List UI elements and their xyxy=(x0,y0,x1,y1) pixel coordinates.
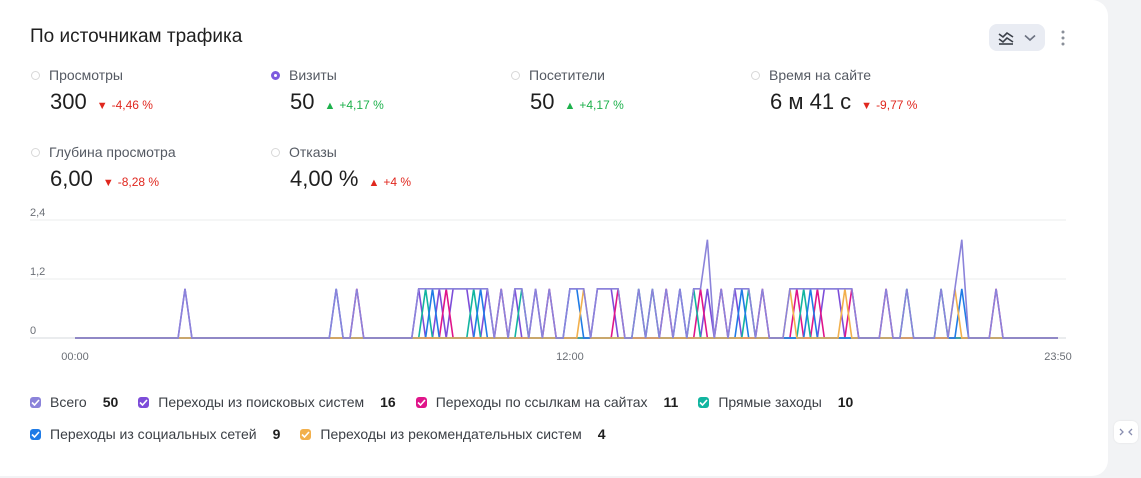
metric-value: 6,00 xyxy=(50,166,93,191)
more-vertical-icon[interactable] xyxy=(1054,24,1072,51)
metric-value: 4,00 % xyxy=(290,166,359,191)
traffic-line-chart: 2,4 1,2 0 00:00 12:00 23:50 xyxy=(30,207,1072,363)
x-tick-label: 12:00 xyxy=(556,351,584,363)
legend-label: Переходы из рекомендательных систем xyxy=(320,426,582,442)
legend-count: 4 xyxy=(597,426,606,442)
checkbox-checked-icon[interactable] xyxy=(415,396,427,408)
metric-pageviews[interactable]: Просмотры 300 ▼ -4,46 % xyxy=(31,66,153,115)
arrow-down-icon: ▼ xyxy=(861,100,873,112)
chevron-down-icon[interactable] xyxy=(1019,24,1041,51)
checkbox-checked-icon[interactable] xyxy=(30,428,41,440)
legend-item-search[interactable]: Переходы из поисковых систем 16 xyxy=(138,394,396,410)
chart-type-selector[interactable] xyxy=(989,24,1045,51)
x-tick-label: 23:50 xyxy=(1044,351,1072,363)
legend-item-links[interactable]: Переходы по ссылкам на сайтах 11 xyxy=(415,394,679,410)
x-tick-label: 00:00 xyxy=(61,351,89,363)
legend-label: Переходы из социальных сетей xyxy=(50,426,257,442)
traffic-sources-card: По источникам трафика Просмотры 300 ▼ -4,4… xyxy=(0,0,1108,476)
legend-item-recommendation[interactable]: Переходы из рекомендательных систем 4 xyxy=(300,426,606,442)
legend-item-direct[interactable]: Прямые заходы 10 xyxy=(698,394,853,410)
legend-label: Переходы из поисковых систем xyxy=(158,394,365,410)
metric-time-on-site[interactable]: Время на сайте 6 м 41 с ▼ -9,77 % xyxy=(751,66,917,115)
radio-icon[interactable] xyxy=(31,147,40,157)
collapse-arrows-icon[interactable] xyxy=(1114,421,1138,443)
radio-icon[interactable] xyxy=(271,147,280,157)
metric-value: 50 xyxy=(530,89,555,114)
legend-count: 50 xyxy=(102,394,119,410)
legend-count: 16 xyxy=(380,394,396,410)
radio-icon[interactable] xyxy=(751,70,760,80)
metric-delta: ▲ +4 % xyxy=(368,175,412,189)
legend-row-1: Всего 50 Переходы из поисковых систем 16… xyxy=(30,394,873,410)
y-tick-label: 0 xyxy=(30,325,36,337)
legend-item-social[interactable]: Переходы из социальных сетей 9 xyxy=(30,426,280,442)
metric-delta: ▲ +4,17 % xyxy=(324,98,384,112)
metric-label: Визиты xyxy=(289,67,337,83)
metric-delta: ▼ -9,77 % xyxy=(861,98,918,112)
metric-page-depth[interactable]: Глубина просмотра 6,00 ▼ -8,28 % xyxy=(31,143,176,192)
traffic-chart: 2,4 1,2 0 00:00 12:00 23:50 xyxy=(0,205,1100,375)
legend-label: Всего xyxy=(50,394,87,410)
metric-value: 300 xyxy=(50,89,87,114)
legend-count: 10 xyxy=(837,394,854,410)
checkbox-checked-icon[interactable] xyxy=(698,396,710,408)
legend-label: Прямые заходы xyxy=(718,394,822,410)
arrow-down-icon: ▼ xyxy=(96,100,108,112)
checkbox-checked-icon[interactable] xyxy=(30,396,41,408)
metric-delta: ▲ +4,17 % xyxy=(564,98,624,112)
metric-label: Глубина просмотра xyxy=(49,144,176,160)
card-title: По источникам трафика xyxy=(30,26,243,47)
legend-label: Переходы по ссылкам на сайтах xyxy=(435,394,648,410)
y-tick-label: 1,2 xyxy=(30,266,45,278)
radio-selected-icon[interactable] xyxy=(271,70,280,80)
legend-row-2: Переходы из социальных сетей 9 Переходы … xyxy=(30,426,626,442)
radio-icon[interactable] xyxy=(31,70,40,80)
legend-count: 9 xyxy=(272,426,281,442)
checkbox-checked-icon[interactable] xyxy=(138,396,150,408)
metric-value: 6 м 41 с xyxy=(770,89,852,114)
metric-label: Посетители xyxy=(529,67,605,83)
metric-delta: ▼ -8,28 % xyxy=(102,175,160,189)
arrow-up-icon: ▲ xyxy=(324,100,336,112)
arrow-up-icon: ▲ xyxy=(368,177,380,189)
arrow-down-icon: ▼ xyxy=(102,177,114,189)
metric-bounces[interactable]: Отказы 4,00 % ▲ +4 % xyxy=(271,143,411,192)
metric-label: Просмотры xyxy=(49,67,123,83)
radio-icon[interactable] xyxy=(511,70,520,80)
metric-visitors[interactable]: Посетители 50 ▲ +4,17 % xyxy=(511,66,624,115)
metric-delta: ▼ -4,46 % xyxy=(96,98,153,112)
checkbox-checked-icon[interactable] xyxy=(300,428,312,440)
series-line-5 xyxy=(75,239,1058,339)
chart-lines-icon[interactable] xyxy=(995,24,1017,51)
metric-label: Отказы xyxy=(289,144,337,160)
metric-label: Время на сайте xyxy=(769,67,872,83)
metric-value: 50 xyxy=(290,89,315,114)
legend-item-total[interactable]: Всего 50 xyxy=(30,394,118,410)
metric-visits[interactable]: Визиты 50 ▲ +4,17 % xyxy=(271,66,384,115)
legend-count: 11 xyxy=(663,394,679,410)
arrow-up-icon: ▲ xyxy=(564,100,576,112)
y-tick-label: 2,4 xyxy=(30,207,45,219)
